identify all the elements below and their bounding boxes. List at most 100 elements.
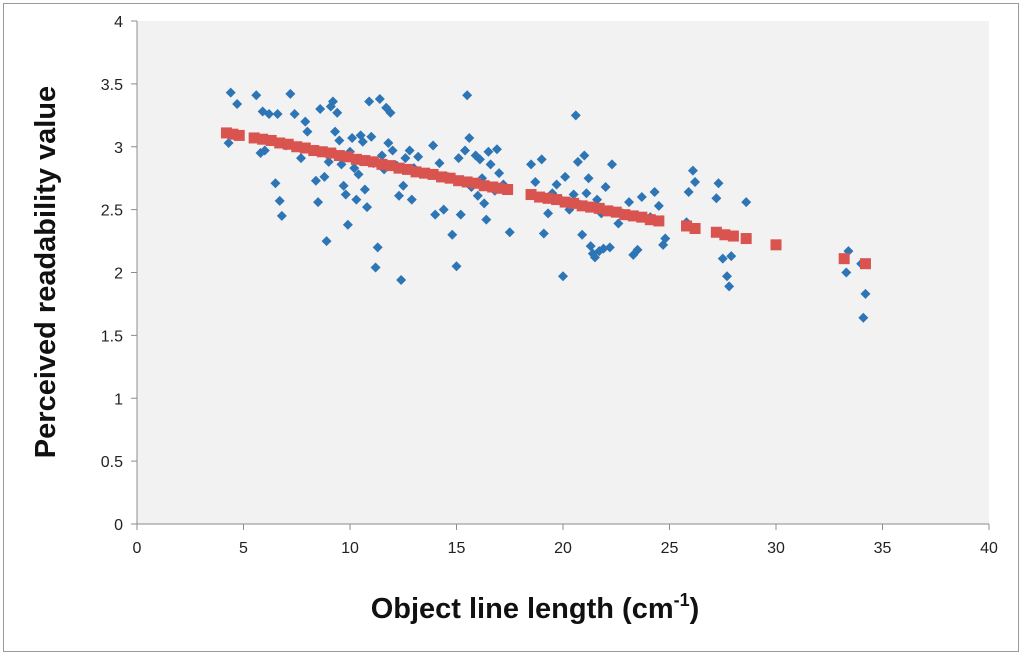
square-point [478, 180, 490, 192]
square-point [689, 222, 701, 234]
diamond-point [315, 104, 326, 115]
square-point [265, 134, 277, 146]
diamond-point [302, 126, 313, 137]
square-point [350, 153, 362, 165]
diamond-point [504, 227, 515, 238]
diamond-point [319, 171, 330, 182]
square-point [568, 197, 580, 209]
square-point [619, 209, 631, 221]
square-point [681, 220, 693, 232]
x-tick-label: 5 [239, 540, 248, 557]
square-point [325, 147, 337, 159]
diamond-point [270, 178, 281, 189]
x-tick-label: 15 [448, 540, 466, 557]
diamond-point [632, 244, 643, 255]
diamond-point [406, 194, 417, 205]
data-points [220, 87, 871, 323]
diamond-point [741, 197, 752, 208]
diamond-point [351, 194, 362, 205]
diamond-point [428, 140, 439, 151]
diamond-point [583, 173, 594, 184]
diamond-point [310, 175, 321, 186]
square-point [291, 141, 303, 153]
diamond-point [313, 197, 324, 208]
diamond-point [276, 210, 287, 221]
square-point [427, 168, 439, 180]
diamond-point [543, 208, 554, 219]
diamond-point [259, 145, 270, 156]
diamond-point [491, 144, 502, 155]
diamond-point [289, 109, 300, 120]
diamond-point [300, 116, 311, 127]
square-point [367, 156, 379, 168]
y-tick-label: 1 [114, 391, 123, 408]
diamond-point [451, 261, 462, 272]
diamond-point [353, 169, 364, 180]
diamond-point [598, 243, 609, 254]
diamond-point [321, 236, 332, 247]
diamond-point [579, 150, 590, 161]
diamond-point [396, 275, 407, 286]
diamond-point [858, 312, 869, 323]
diamond-point [462, 90, 473, 101]
square-point [534, 191, 546, 203]
diamond-point [581, 188, 592, 199]
diamond-point [327, 96, 338, 107]
square-point [444, 172, 456, 184]
diamond-point [690, 176, 701, 187]
square-point [453, 175, 465, 187]
diamond-point [349, 163, 360, 174]
x-tick-label: 25 [661, 540, 679, 557]
diamond-point [589, 252, 600, 263]
square-point [393, 162, 405, 174]
x-axis-title-superscript: -1 [674, 590, 690, 610]
square-point [436, 171, 448, 183]
square-point [248, 132, 260, 144]
diamond-point [683, 187, 694, 198]
square-point [227, 128, 239, 140]
diamond-point [223, 137, 234, 148]
diamond-point [624, 197, 635, 208]
diamond-point [570, 110, 581, 121]
diamond-point [362, 202, 373, 213]
diamond-point [323, 156, 334, 167]
diamond-point [572, 156, 583, 167]
diamond-point [285, 88, 296, 99]
square-point [419, 167, 431, 179]
diamond-point [342, 219, 353, 230]
x-tick-label: 30 [767, 540, 785, 557]
diamond-point [636, 192, 647, 203]
square-point [525, 189, 537, 201]
square-point [487, 181, 499, 193]
square-point [653, 215, 665, 227]
diamond-point [366, 131, 377, 142]
diamond-point [711, 193, 722, 204]
square-point [551, 194, 563, 206]
diamond-point [225, 87, 236, 98]
x-tick-label: 35 [874, 540, 892, 557]
diamond-point [387, 145, 398, 156]
diamond-point [479, 198, 490, 209]
diamond-point [558, 271, 568, 282]
square-point [593, 202, 605, 214]
diamond-point [438, 204, 449, 215]
square-point [602, 205, 614, 217]
diamond-point [585, 241, 596, 252]
square-point [402, 163, 414, 175]
diamond-point [251, 90, 262, 101]
diamond-point [334, 135, 345, 146]
square-point [740, 233, 752, 245]
diamond-point [604, 242, 615, 253]
diamond-point [359, 184, 370, 195]
square-point [644, 214, 656, 226]
diamond-point [660, 233, 671, 244]
diamond-point [434, 158, 445, 169]
diamond-point [330, 126, 341, 137]
x-tick-label: 20 [554, 540, 572, 557]
square-point [410, 166, 422, 178]
square-point [719, 229, 731, 241]
x-axis-title: Object line length (cm-1) [371, 590, 700, 625]
diamond-point [364, 96, 375, 107]
square-point [710, 226, 722, 238]
diamond-point [717, 253, 728, 264]
